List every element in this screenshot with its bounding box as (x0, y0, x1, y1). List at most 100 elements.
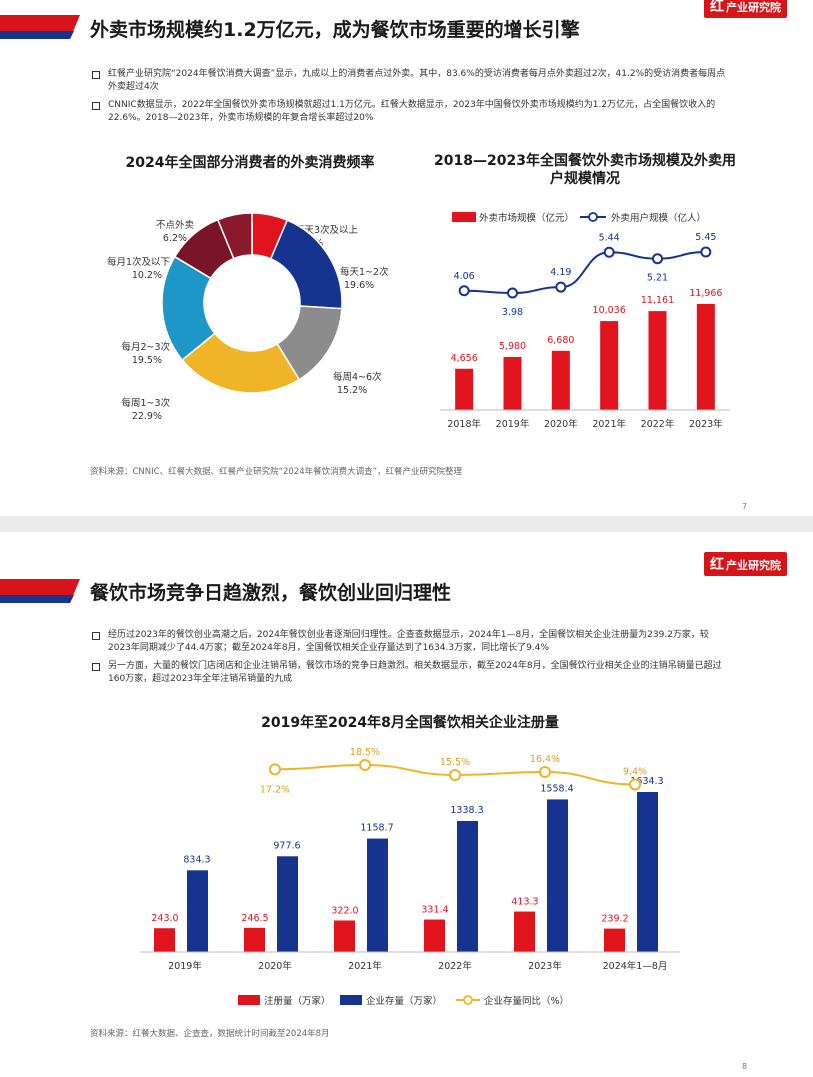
registration-bar (604, 928, 625, 952)
registration-bar (154, 928, 175, 952)
bullet-item: 红餐产业研究院“2024年餐饮消费大调查”显示，九成以上的消费者点过外卖。其中，… (90, 68, 730, 94)
registration-bar (514, 911, 535, 952)
registration-bar (424, 919, 445, 952)
slice-label: 每月2~3次 (121, 341, 170, 353)
market-value-label: 4,656 (451, 353, 478, 364)
stock-value-label: 1634.3 (630, 776, 663, 787)
stock-bar (457, 820, 478, 952)
registration-value-label: 243.0 (151, 913, 178, 924)
users-point (458, 285, 470, 297)
slide-7: 外卖市场规模约1.2万亿元，成为餐饮市场重要的增长引擎 红产业研究院 红餐产业研… (0, 0, 813, 516)
legend-label-users: 外卖用户规模（亿人） (611, 212, 706, 224)
donut-slice (216, 212, 253, 260)
stock-bar (277, 856, 298, 952)
market-bar (648, 311, 667, 410)
registration-value-label: 322.0 (331, 905, 358, 916)
title-ribbon (0, 579, 80, 603)
users-point (700, 246, 712, 258)
x-tick-label: 2018年 (447, 418, 481, 430)
donut-chart-title: 2024年全国部分消费者的外卖消费频率 (125, 155, 375, 171)
registration-value-label: 331.4 (421, 905, 448, 916)
slide-8: 红产业研究院 餐饮市场竞争日趋激烈，餐饮创业回归理性 经历过2023年的餐饮创业… (0, 532, 813, 1077)
market-bar (551, 350, 570, 410)
yoy-value-label: 18.5% (350, 747, 380, 758)
slice-percent: 19.5% (132, 355, 162, 366)
stock-bar (187, 870, 208, 952)
stock-bar (637, 792, 658, 952)
registration-value-label: 413.3 (511, 897, 538, 908)
users-point (555, 281, 567, 293)
users-value-label: 5.45 (695, 232, 716, 243)
market-value-label: 5,980 (499, 341, 526, 352)
x-tick-label: 2019年 (496, 418, 530, 430)
x-tick-label: 2019年 (168, 960, 202, 972)
slice-label: 每月1次及以下 (107, 256, 170, 268)
stock-value-label: 1558.4 (540, 783, 573, 794)
stock-value-label: 834.3 (183, 854, 210, 865)
market-value-label: 10,036 (593, 305, 626, 316)
slice-label: 不点外卖 (156, 219, 194, 231)
brand-logo: 红产业研究院 (704, 552, 787, 576)
yoy-point (359, 759, 371, 771)
slice-percent: 6.2% (163, 233, 187, 244)
bullet-item: 经历过2023年的餐饮创业高潮之后，2024年餐饮创业者逐渐回归理性。企查查数据… (90, 629, 730, 655)
stock-value-label: 1158.7 (360, 823, 393, 834)
users-value-label: 5.44 (599, 232, 620, 243)
title-ribbon (0, 15, 80, 39)
page-number: 8 (742, 1062, 748, 1071)
registration-bar (334, 920, 355, 952)
users-value-label: 5.21 (647, 273, 668, 284)
legend-label-market: 外卖市场规模（亿元） (479, 212, 574, 224)
market-bar (503, 357, 522, 410)
yoy-point (539, 766, 551, 778)
yoy-point (269, 763, 281, 776)
users-value-label: 4.06 (454, 271, 475, 282)
stock-bar (547, 799, 568, 952)
slice-label: 每天1~2次 (340, 266, 389, 278)
yoy-value-label: 16.4% (530, 754, 560, 765)
registration-combo-chart: 243.0 834.3 2019年 246.5 977.6 2020年 322.0 1158.… (140, 747, 680, 1007)
slice-percent: 10.2% (132, 270, 162, 281)
bullet-item: CNNIC数据显示，2022年全国餐饮外卖市场规模就超过1.1万亿元。红餐大数据… (90, 99, 730, 125)
market-bar (696, 304, 715, 410)
slice-label: 每周1~3次 (121, 397, 170, 409)
x-tick-label: 2020年 (544, 418, 578, 430)
market-bar (455, 368, 474, 410)
bullet-list: 经历过2023年的餐饮创业高潮之后，2024年餐饮创业者逐渐回归理性。企查查数据… (90, 629, 730, 691)
users-value-label: 4.19 (550, 267, 571, 278)
yoy-point (449, 769, 461, 781)
x-tick-label: 2020年 (258, 960, 292, 972)
x-tick-label: 2024年1—8月 (603, 960, 668, 972)
x-tick-label: 2023年 (528, 960, 562, 972)
legend-label-yoy: 企业存量同比（%） (484, 995, 569, 1007)
x-tick-label: 2023年 (689, 418, 723, 430)
x-tick-label: 2021年 (348, 960, 382, 972)
registration-value-label: 239.2 (601, 914, 628, 925)
yoy-value-label: 17.2% (260, 784, 290, 795)
market-value-label: 11,161 (641, 295, 674, 306)
yoy-value-label: 9.4% (623, 766, 647, 777)
users-point (507, 287, 518, 299)
users-value-label: 3.98 (502, 307, 523, 318)
page-title: 外卖市场规模约1.2万亿元，成为餐饮市场重要的增长引擎 (90, 19, 580, 41)
market-value-label: 6,680 (547, 335, 574, 346)
brand-logo: 红产业研究院 (704, 0, 787, 18)
page-number: 7 (742, 502, 748, 511)
combo-chart-title: 2018—2023年全国餐饮外卖市场规模及外卖用户规模情况 (434, 153, 736, 187)
stock-value-label: 1338.3 (450, 805, 483, 816)
x-tick-label: 2022年 (641, 418, 675, 430)
slice-percent: 15.2% (337, 385, 367, 396)
legend-marker-users (588, 212, 598, 222)
page-separator (0, 516, 813, 532)
market-bar (600, 321, 619, 410)
registration-chart-title: 2019年至2024年8月全国餐饮相关企业注册量 (261, 715, 559, 731)
registration-value-label: 246.5 (241, 913, 268, 924)
legend-label-registrations: 注册量（万家） (264, 995, 331, 1007)
legend-swatch-market (452, 212, 476, 222)
yoy-point (629, 778, 641, 791)
slice-percent: 19.6% (344, 280, 374, 291)
users-point (652, 253, 663, 265)
stock-value-label: 977.6 (273, 840, 300, 851)
legend-swatch-stock (340, 995, 362, 1005)
slice-label: 每天3次及以上 (295, 224, 359, 236)
